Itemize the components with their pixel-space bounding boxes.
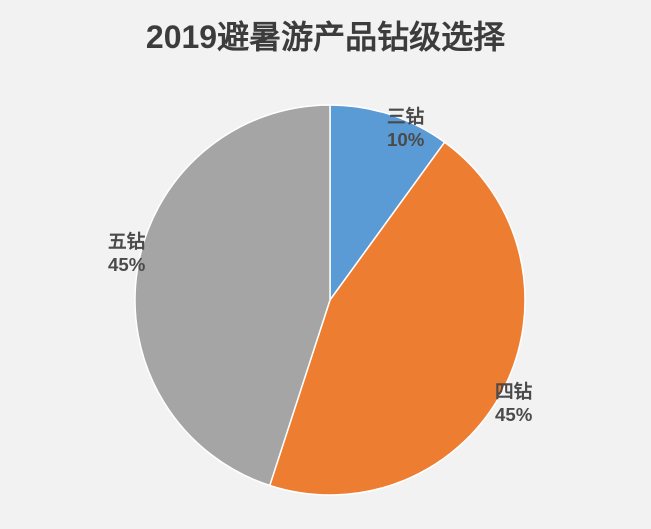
- pie-label-percent: 45%: [495, 403, 532, 426]
- pie-label-name: 五钻: [108, 230, 145, 253]
- pie-plot-area: 三钻10%四钻45%五钻45%: [0, 70, 651, 510]
- pie-label-percent: 45%: [108, 253, 145, 276]
- pie-label-name: 三钻: [387, 105, 424, 128]
- pie-chart-container: 2019避暑游产品钻级选择 三钻10%四钻45%五钻45%: [0, 0, 651, 529]
- pie-label-name: 四钻: [495, 380, 532, 403]
- pie-svg: [0, 70, 651, 529]
- pie-label-percent: 10%: [387, 128, 424, 151]
- pie-label-2: 五钻45%: [108, 230, 145, 277]
- pie-label-0: 三钻10%: [387, 105, 424, 152]
- pie-label-1: 四钻45%: [495, 380, 532, 427]
- chart-title: 2019避暑游产品钻级选择: [0, 12, 651, 58]
